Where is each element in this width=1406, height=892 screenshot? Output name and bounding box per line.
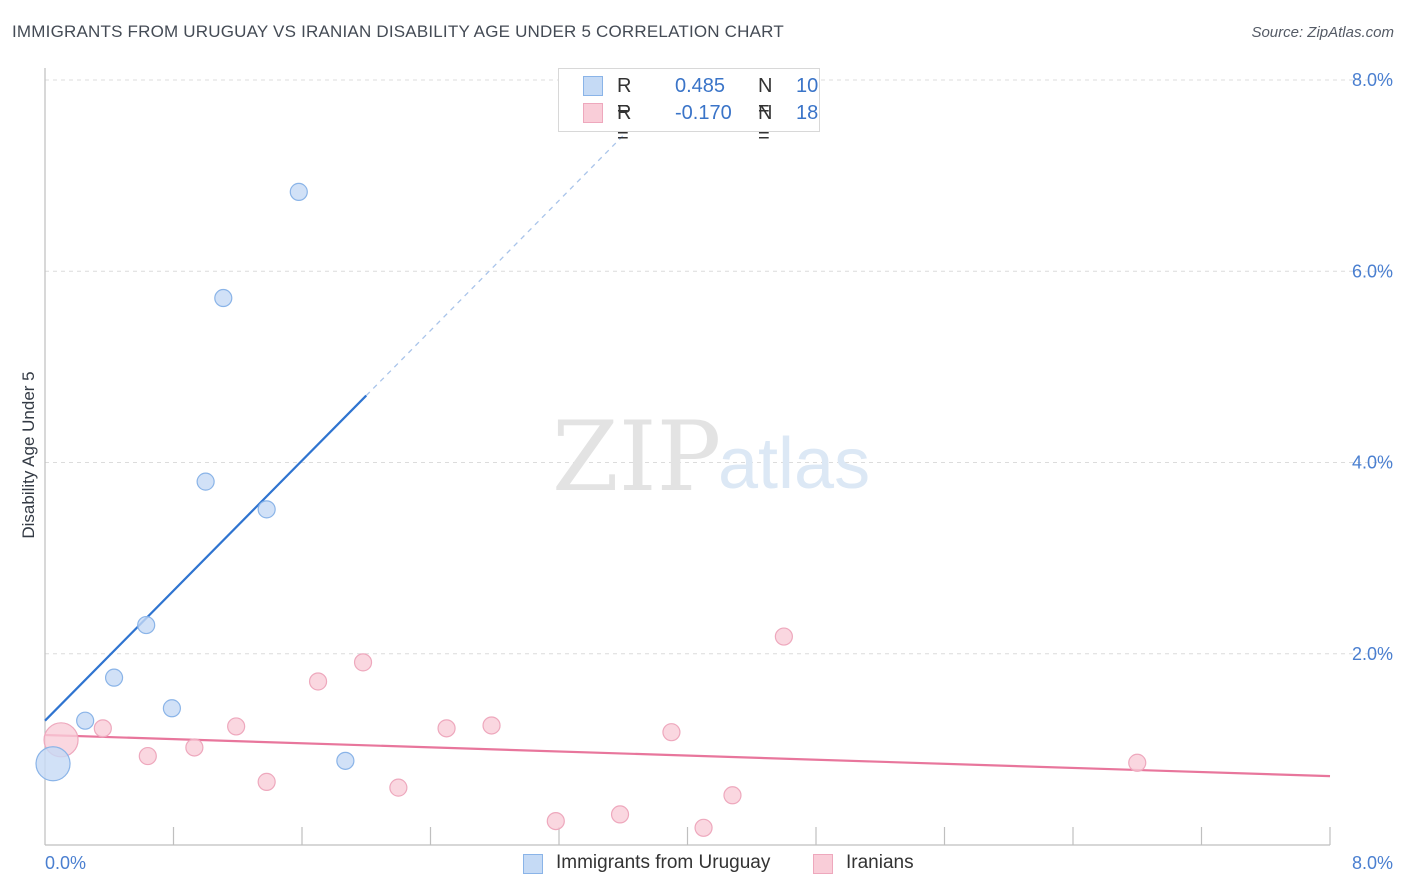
data-point-uruguay xyxy=(76,711,95,730)
watermark-atlas: atlas xyxy=(718,424,870,504)
data-point-iranians xyxy=(662,723,681,742)
legend-n-value: 18 xyxy=(796,102,819,124)
series-label-uruguay: Immigrants from Uruguay xyxy=(556,852,771,873)
grid xyxy=(45,79,1392,655)
legend-r-value: 0.485 xyxy=(675,75,726,97)
data-point-uruguay xyxy=(289,182,308,201)
data-point-iranians xyxy=(437,719,456,738)
data-point-iranians xyxy=(308,672,328,691)
data-points xyxy=(35,182,1147,837)
data-point-iranians xyxy=(1128,753,1147,772)
legend-n-label: N = xyxy=(758,102,773,147)
data-point-iranians xyxy=(774,627,793,646)
data-point-iranians xyxy=(389,778,408,797)
data-point-uruguay xyxy=(104,668,124,687)
data-point-iranians xyxy=(353,653,373,672)
data-point-uruguay xyxy=(196,472,215,491)
trend-line-uruguay-extension xyxy=(365,118,640,397)
legend-swatch-iranians xyxy=(583,103,603,123)
watermark-zip: ZIP xyxy=(552,401,721,513)
x-tick-label: 0.0% xyxy=(45,853,86,873)
data-point-uruguay xyxy=(35,746,71,782)
data-point-iranians xyxy=(185,738,204,757)
source-label: Source: ZipAtlas.com xyxy=(1251,24,1394,41)
data-point-iranians xyxy=(610,805,630,824)
legend-swatch-uruguay xyxy=(583,76,603,96)
tick-labels: 2.0% 4.0% 6.0% 8.0% 0.0% 8.0% xyxy=(45,70,1393,873)
legend-n-label: N = xyxy=(758,75,773,120)
data-point-uruguay xyxy=(214,288,233,308)
data-point-uruguay xyxy=(162,699,181,718)
legend-r-value: -0.170 xyxy=(675,102,732,124)
data-point-uruguay xyxy=(257,500,276,519)
data-point-iranians xyxy=(138,746,157,766)
data-point-uruguay xyxy=(137,615,156,635)
y-axis-label: Disability Age Under 5 xyxy=(19,371,38,538)
stats-legend: R = 0.485 N = 10 R = -0.170 N = 18 xyxy=(558,68,820,147)
legend-n-value: 10 xyxy=(796,75,819,97)
data-point-iranians xyxy=(694,818,713,837)
series-swatch-uruguay xyxy=(523,854,543,874)
data-point-iranians xyxy=(723,786,742,805)
data-point-iranians xyxy=(257,772,276,791)
series-swatch-iranians xyxy=(813,854,833,874)
watermark: ZIP atlas xyxy=(552,401,870,513)
x-tick-label: 8.0% xyxy=(1352,853,1393,873)
y-tick-label: 8.0% xyxy=(1352,70,1393,90)
y-tick-label: 4.0% xyxy=(1352,453,1393,473)
y-tick-label: 6.0% xyxy=(1352,261,1393,281)
legend-r-label: R = xyxy=(617,75,632,120)
y-tick-label: 2.0% xyxy=(1352,644,1393,664)
data-point-iranians xyxy=(227,717,246,736)
data-point-iranians xyxy=(93,719,112,738)
data-point-uruguay xyxy=(336,751,355,770)
data-point-iranians xyxy=(546,811,565,831)
trend-line-uruguay xyxy=(44,394,368,722)
axes xyxy=(44,68,1331,846)
series-label-iranians: Iranians xyxy=(846,852,914,873)
trend-line-iranians xyxy=(44,733,1331,778)
legend-r-label: R = xyxy=(617,102,632,147)
trend-lines xyxy=(44,118,1331,778)
data-point-iranians xyxy=(482,716,501,735)
chart-title: IMMIGRANTS FROM URUGUAY VS IRANIAN DISAB… xyxy=(12,22,784,41)
